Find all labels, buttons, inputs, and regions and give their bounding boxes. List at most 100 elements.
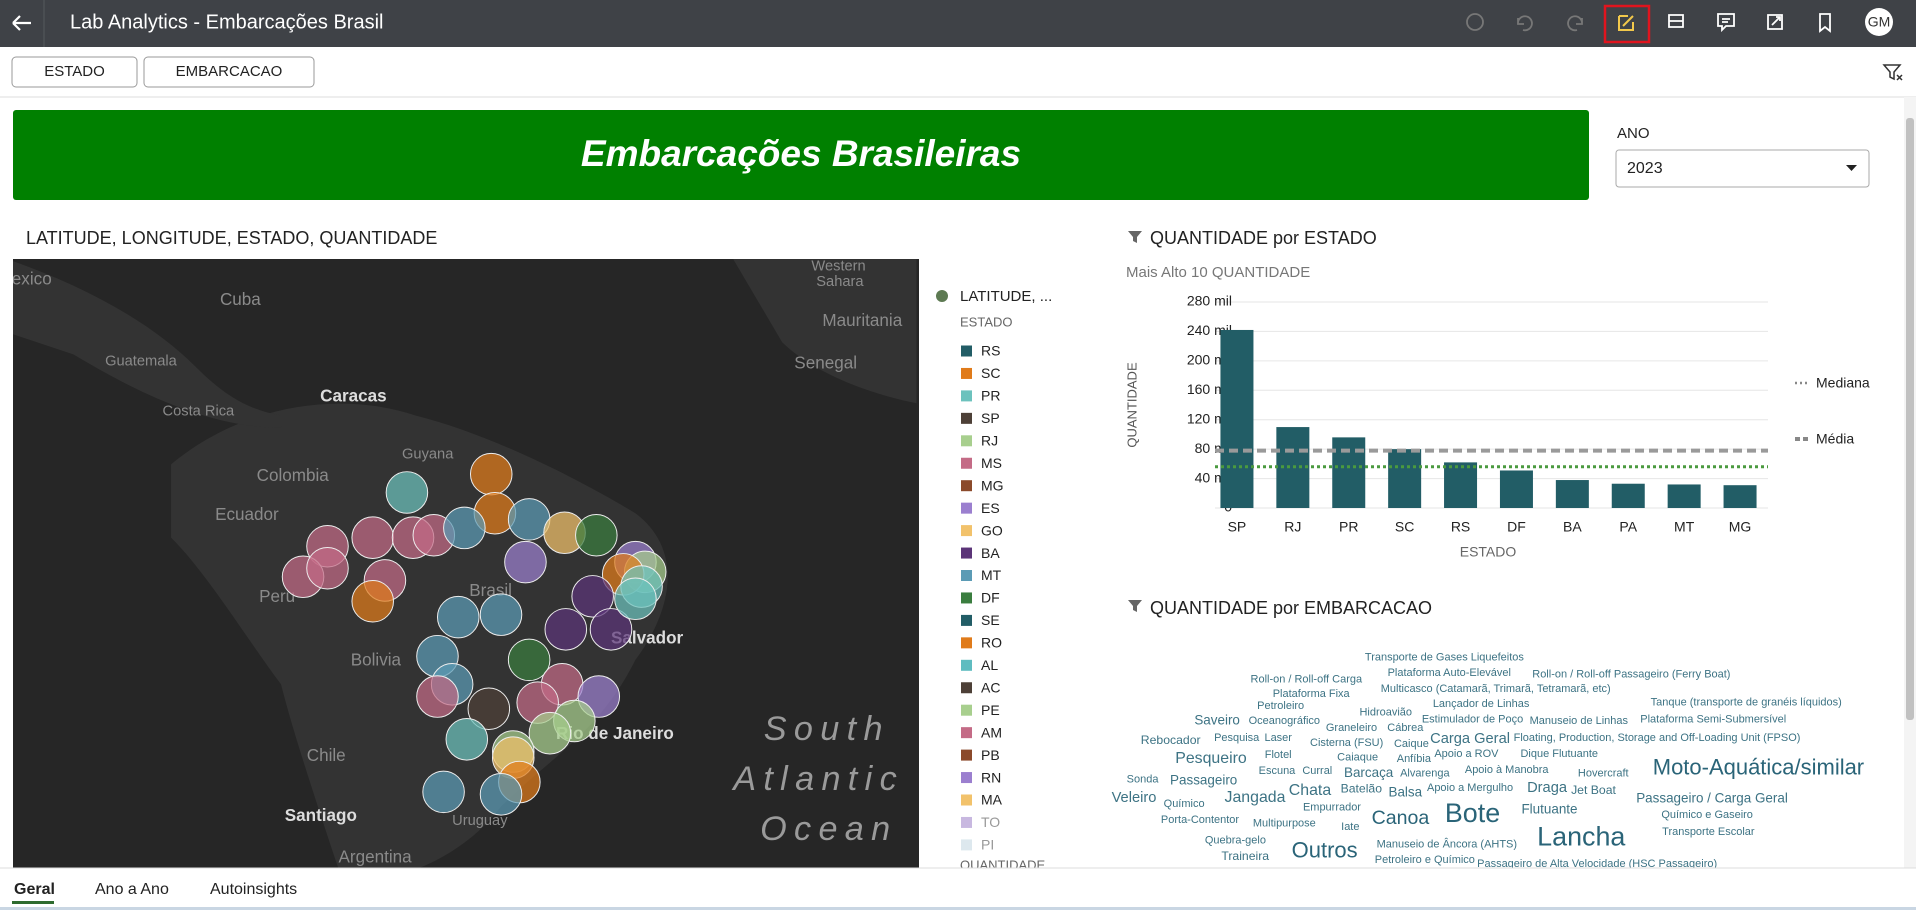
filter-label: ESTADO bbox=[44, 63, 105, 80]
x-tick-label: MG bbox=[1729, 519, 1752, 535]
icon-data[interactable] bbox=[1668, 14, 1684, 28]
back-button[interactable] bbox=[12, 15, 31, 31]
land bbox=[733, 259, 917, 404]
word: Hovercraft bbox=[1578, 767, 1629, 779]
word: Químico e Gaseiro bbox=[1661, 809, 1753, 821]
word: Oceanográfico bbox=[1249, 715, 1320, 727]
legend-swatch bbox=[936, 290, 948, 302]
chart-title: QUANTIDADE por ESTADO bbox=[1150, 228, 1377, 248]
app-title: Lab Analytics - Embarcações Brasil bbox=[70, 11, 383, 33]
legend-label: RJ bbox=[981, 433, 998, 449]
word: Manuseio de Âncora (AHTS) bbox=[1377, 837, 1517, 850]
legend-label: PE bbox=[981, 702, 1000, 718]
bar bbox=[1388, 449, 1422, 508]
tab[interactable]: Autoinsights bbox=[210, 881, 297, 898]
banner-title: Embarcações Brasileiras bbox=[581, 133, 1021, 174]
icon-comment[interactable] bbox=[1717, 13, 1735, 33]
selector-label: ANO bbox=[1617, 125, 1650, 142]
map-bubble bbox=[504, 540, 547, 584]
legend-label: SC bbox=[981, 365, 1000, 381]
bar bbox=[1332, 437, 1366, 508]
legend-swatch bbox=[961, 749, 972, 761]
word: Traineira bbox=[1221, 849, 1269, 863]
map-bubble bbox=[469, 452, 513, 496]
scrollbar-thumb[interactable] bbox=[1906, 118, 1914, 720]
x-tick-label: MT bbox=[1674, 519, 1695, 535]
tab[interactable]: Ano a Ano bbox=[95, 881, 169, 898]
map-bubble bbox=[544, 608, 588, 651]
bar bbox=[1220, 329, 1254, 508]
word: Sonda bbox=[1127, 774, 1160, 786]
filter-chip[interactable] bbox=[143, 56, 315, 88]
bar bbox=[1667, 484, 1701, 508]
legend-swatch bbox=[961, 502, 972, 514]
legend-label: TO bbox=[981, 814, 1000, 830]
chart-subtitle: Mais Alto 10 QUANTIDADE bbox=[1126, 264, 1310, 281]
word: Multipurpose bbox=[1253, 818, 1316, 830]
legend-label: MT bbox=[981, 567, 1002, 583]
legend-swatch bbox=[961, 345, 972, 357]
word: Passageiro bbox=[1170, 772, 1237, 787]
word: Petroleiro bbox=[1257, 700, 1304, 712]
map-bubble bbox=[614, 577, 657, 621]
word: Laser bbox=[1264, 732, 1292, 744]
map-label: Costa Rica bbox=[163, 404, 236, 420]
word: Multicasco (Catamarã, Trimarã, Tetramarã… bbox=[1381, 683, 1611, 695]
legend-label: AC bbox=[981, 679, 1000, 695]
filter-icon[interactable] bbox=[1882, 64, 1903, 81]
map-label: South bbox=[764, 710, 890, 748]
legend-label: RN bbox=[981, 769, 1001, 785]
word: Tanque (transporte de granéis líquidos) bbox=[1651, 697, 1842, 709]
x-tick-label: SC bbox=[1395, 519, 1414, 535]
icon-edit[interactable] bbox=[1618, 15, 1634, 31]
x-tick-label: RS bbox=[1451, 519, 1470, 535]
word: Apoio à Manobra bbox=[1465, 764, 1550, 776]
word: Químico bbox=[1164, 798, 1205, 810]
map-label: Uruguay bbox=[452, 813, 508, 829]
legend-swatch bbox=[961, 435, 972, 447]
word: Pesqueiro bbox=[1175, 750, 1247, 767]
word: Chata bbox=[1289, 782, 1332, 799]
tab[interactable]: Geral bbox=[14, 881, 55, 898]
word: Passageiro de Alta Velocidade (HSC Passa… bbox=[1477, 858, 1717, 870]
map-bubble bbox=[351, 516, 394, 559]
map-bubble bbox=[575, 513, 618, 557]
icon-redo[interactable] bbox=[1567, 15, 1583, 32]
word: Caiaque bbox=[1337, 752, 1378, 764]
legend-label: GO bbox=[981, 522, 1003, 538]
word: Lançador de Linhas bbox=[1433, 698, 1530, 710]
word: Plataforma Semi-Submersível bbox=[1640, 714, 1786, 726]
legend-swatch bbox=[961, 637, 972, 649]
map-bubble bbox=[479, 773, 523, 816]
legend-swatch bbox=[961, 480, 972, 492]
icon-history[interactable] bbox=[1466, 13, 1484, 31]
map-label: Chile bbox=[307, 746, 346, 765]
map-label: Ecuador bbox=[215, 505, 279, 524]
map-label: Guyana bbox=[402, 446, 454, 462]
legend-label: AM bbox=[981, 724, 1002, 740]
legend-label: DF bbox=[981, 590, 1000, 606]
icon-bookmark[interactable] bbox=[1819, 13, 1831, 33]
word: Cábrea bbox=[1387, 722, 1424, 734]
legend-label: SP bbox=[981, 410, 1000, 426]
avatar-initials: GM bbox=[1868, 14, 1891, 30]
legend-label: PB bbox=[981, 747, 1000, 763]
map-label: Western bbox=[811, 258, 865, 274]
word: Lancha bbox=[1537, 821, 1625, 851]
avatar[interactable] bbox=[1865, 8, 1893, 36]
icon-undo[interactable] bbox=[1517, 15, 1533, 32]
x-tick-label: BA bbox=[1563, 519, 1582, 535]
legend-swatch bbox=[961, 570, 972, 581]
icon-export[interactable] bbox=[1767, 14, 1783, 30]
legend-label: PR bbox=[981, 388, 1000, 404]
word: Veleiro bbox=[1112, 790, 1157, 806]
filter-chip[interactable] bbox=[11, 56, 138, 88]
word: Estimulador de Poço bbox=[1422, 714, 1523, 726]
word: Plataforma Auto-Elevável bbox=[1388, 667, 1511, 679]
year-select[interactable] bbox=[1615, 149, 1870, 188]
legend-layer: LATITUDE, ... bbox=[960, 288, 1052, 305]
map-label: Santiago bbox=[285, 806, 357, 825]
